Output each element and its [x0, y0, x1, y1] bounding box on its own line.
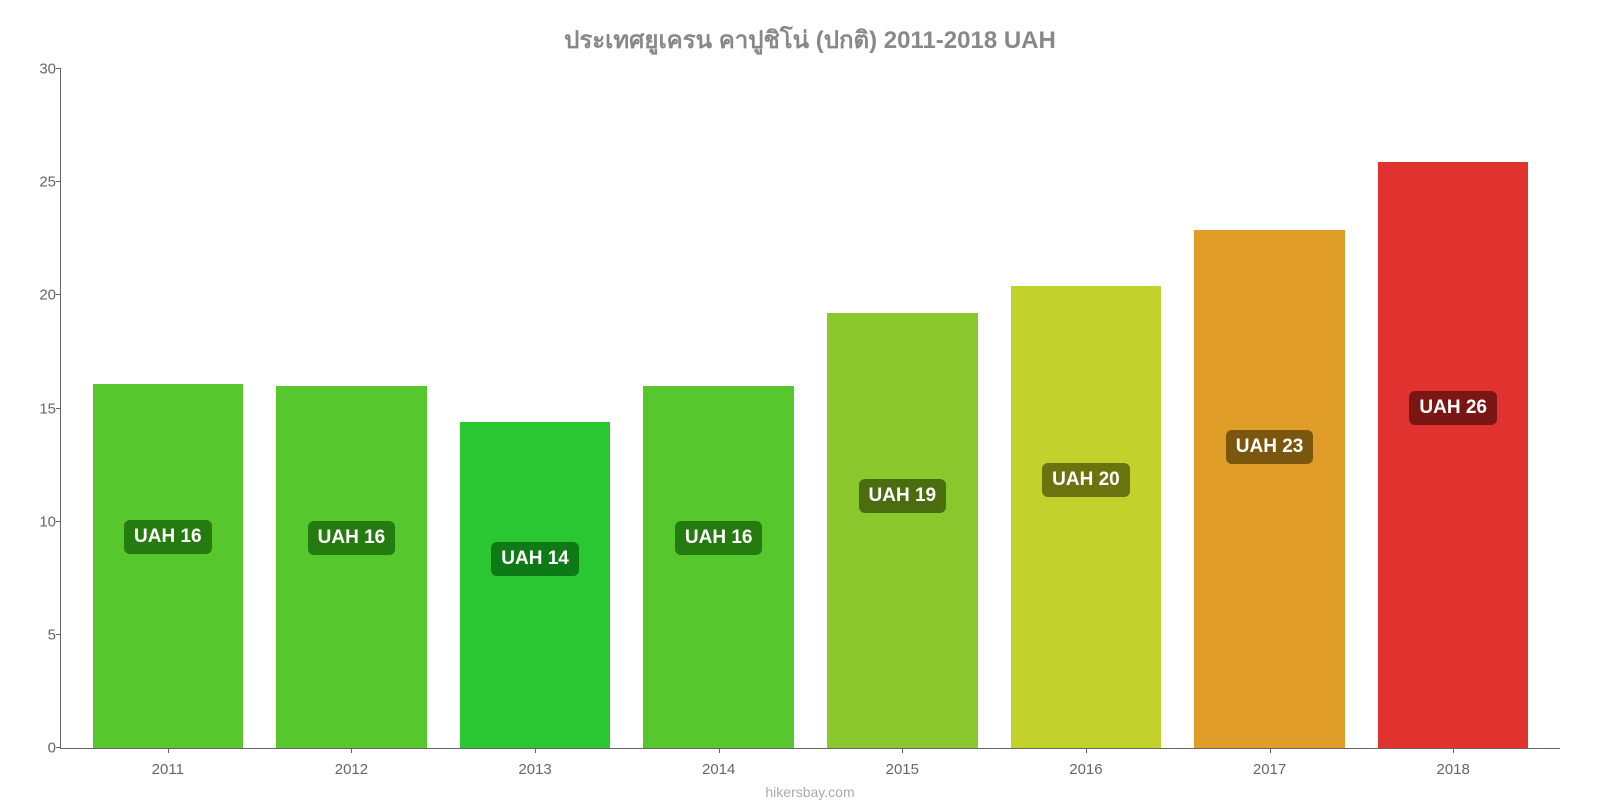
y-tick-label: 5	[21, 626, 56, 643]
bar: UAH 16	[276, 386, 427, 748]
y-tick-label: 20	[21, 287, 56, 304]
bar: UAH 16	[93, 384, 244, 748]
plot-area: 051015202530 UAH 16UAH 16UAH 14UAH 16UAH…	[60, 69, 1560, 749]
chart-container: ประเทศยูเครน คาปูชิโน่ (ปกติ) 2011-2018 …	[0, 0, 1600, 800]
bar-value-label: UAH 16	[124, 520, 212, 554]
bar: UAH 16	[643, 386, 794, 748]
y-tick-label: 15	[21, 400, 56, 417]
bar-value-label: UAH 16	[675, 521, 763, 555]
bar: UAH 23	[1194, 230, 1345, 748]
bar-value-label: UAH 14	[491, 542, 579, 576]
bar-value-label: UAH 26	[1409, 391, 1497, 425]
x-tick-mark	[902, 748, 903, 753]
y-tick-label: 0	[21, 740, 56, 757]
x-tick-label: 2012	[260, 761, 444, 778]
x-tick-mark	[1086, 748, 1087, 753]
y-tick-mark	[56, 181, 61, 182]
y-tick-mark	[56, 294, 61, 295]
y-tick-label: 10	[21, 513, 56, 530]
bar: UAH 20	[1011, 286, 1162, 748]
x-tick-label: 2014	[627, 761, 811, 778]
bar-value-label: UAH 16	[308, 521, 396, 555]
x-tick-label: 2018	[1361, 761, 1545, 778]
x-tick-mark	[1270, 748, 1271, 753]
bar-slot: UAH 23	[1178, 69, 1362, 748]
x-tick-label: 2011	[76, 761, 260, 778]
y-tick-label: 30	[21, 61, 56, 78]
y-tick-mark	[56, 634, 61, 635]
y-tick-mark	[56, 68, 61, 69]
bar-value-label: UAH 20	[1042, 463, 1130, 497]
y-tick-label: 25	[21, 174, 56, 191]
bar-value-label: UAH 19	[859, 479, 947, 513]
source-label: hikersbay.com	[60, 784, 1560, 800]
x-tick-label: 2017	[1178, 761, 1362, 778]
bar: UAH 26	[1378, 162, 1529, 748]
bar-slot: UAH 26	[1361, 69, 1545, 748]
chart-title: ประเทศยูเครน คาปูชิโน่ (ปกติ) 2011-2018 …	[60, 20, 1560, 59]
bar-slot: UAH 16	[260, 69, 444, 748]
y-tick-mark	[56, 747, 61, 748]
bars-area: UAH 16 UAH 16 UAH 14 UAH 16 UAH 19 UAH 20 UAH …	[61, 69, 1560, 748]
y-tick-mark	[56, 521, 61, 522]
x-tick-mark	[1453, 748, 1454, 753]
bar-value-label: UAH 23	[1226, 430, 1314, 464]
x-axis: 20112012201320142015201620172018	[61, 761, 1560, 778]
bar-slot: UAH 20	[994, 69, 1178, 748]
x-tick-label: 2015	[811, 761, 995, 778]
x-tick-mark	[719, 748, 720, 753]
bar: UAH 14	[460, 422, 611, 748]
y-axis: 051015202530	[21, 69, 56, 748]
y-tick-mark	[56, 408, 61, 409]
bar-slot: UAH 16	[76, 69, 260, 748]
bar-slot: UAH 19	[811, 69, 995, 748]
x-tick-label: 2016	[994, 761, 1178, 778]
bar: UAH 19	[827, 313, 978, 748]
bar-slot: UAH 14	[443, 69, 627, 748]
x-tick-mark	[351, 748, 352, 753]
x-tick-label: 2013	[443, 761, 627, 778]
bar-slot: UAH 16	[627, 69, 811, 748]
x-tick-mark	[168, 748, 169, 753]
x-tick-mark	[535, 748, 536, 753]
